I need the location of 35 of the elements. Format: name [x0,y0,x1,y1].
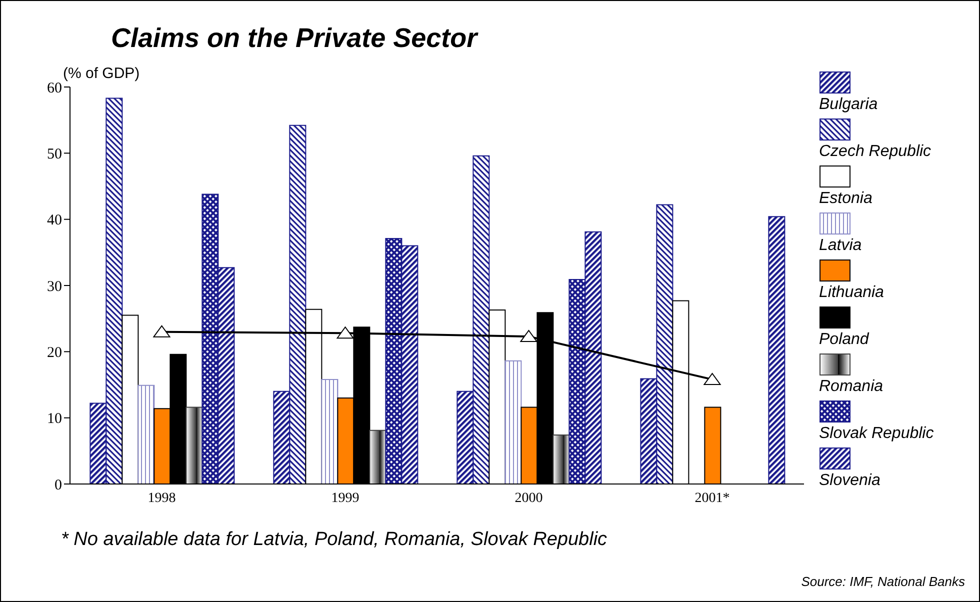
y-tick-label: 30 [47,278,62,295]
y-tick-label: 0 [54,477,62,494]
x-tick-label: 2000 [514,490,543,506]
chart-title: Claims on the Private Sector [111,23,478,54]
bar [552,434,570,484]
source-note: Source: IMF, National Banks [801,574,965,589]
bar [768,216,786,484]
legend-label: Slovenia [819,471,882,491]
x-tick-label: 1999 [331,490,360,506]
point [153,325,170,338]
point [704,372,721,385]
legend-label: Czech Republic [819,142,932,162]
x-tick-label: 2001* [694,490,730,506]
legend-label: Bulgaria [819,95,879,115]
legend-label: Latvia [819,236,863,256]
bar [321,378,338,484]
legend-label: Lithuania [819,283,885,303]
legend-label: Estonia [819,189,874,209]
y-tick-label: 50 [47,146,62,162]
point [336,326,354,339]
x-tick-label: 1998 [148,490,176,506]
bar [138,384,155,484]
y-tick-label: 10 [47,411,62,428]
legend-label: Poland [819,330,870,350]
bar [369,430,386,484]
bar [504,360,522,484]
y-tick-label: 40 [47,212,62,229]
y-tick-label: 60 [47,80,62,96]
bar [186,406,203,484]
point [520,330,538,342]
legend-label: Slovak Republic [819,424,934,444]
legend-label: Romania [819,377,884,397]
y-tick-label: 20 [47,344,62,361]
y-axis-title: (% of GDP) [63,65,140,82]
text: * No available data for Latvia, Poland, Romania, Slovak Republic [61,529,608,551]
